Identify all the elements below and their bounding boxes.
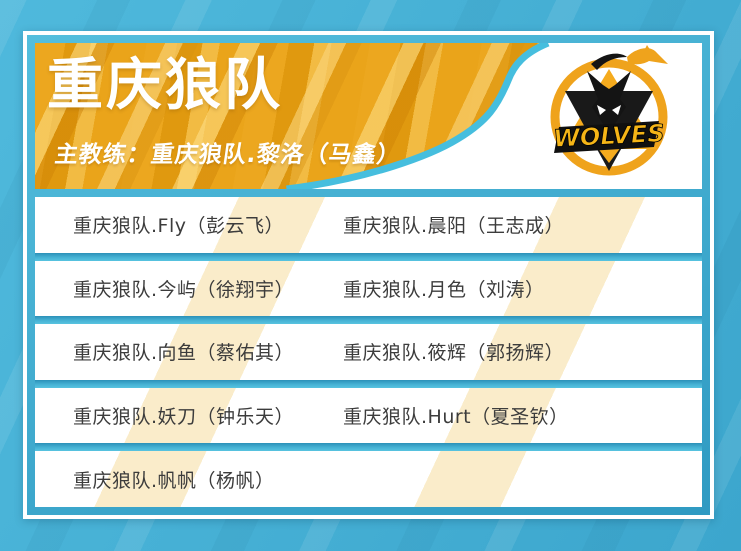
player-name: 重庆狼队.月色（刘涛） (343, 278, 545, 301)
row-separator (35, 443, 702, 452)
row-separator (35, 316, 702, 325)
player-name: 重庆狼队.筱辉（郭扬辉） (343, 342, 565, 365)
player-name: 重庆狼队.Hurt（夏圣钦） (343, 406, 569, 429)
wolves-logo-icon: WOLVES (550, 45, 668, 176)
roster-row: 重庆狼队.向鱼（蔡佑其） 重庆狼队.筱辉（郭扬辉） (35, 324, 702, 380)
header-swoosh (286, 43, 702, 189)
player-name: 重庆狼队.帆帆（杨帆） (73, 469, 275, 492)
team-header: WOLVES 重庆狼队 主教练：重庆狼队.黎洛（马鑫） (35, 43, 702, 189)
logo-banner (554, 121, 659, 153)
logo-wordmark: WOLVES (553, 119, 665, 153)
coach-line: 主教练：重庆狼队.黎洛（马鑫） (53, 142, 403, 168)
player-name: 重庆狼队.向鱼（蔡佑其） (73, 342, 295, 365)
logo-wolf-head (587, 71, 631, 133)
roster-row: 重庆狼队.今屿（徐翔宇） 重庆狼队.月色（刘涛） (35, 261, 702, 317)
roster-row: 重庆狼队.妖刀（钟乐天） 重庆狼队.Hurt（夏圣钦） (35, 388, 702, 444)
player-name: 重庆狼队.晨阳（王志成） (343, 215, 565, 238)
logo-crescent (591, 53, 627, 70)
team-roster-card: WOLVES 重庆狼队 主教练：重庆狼队.黎洛（马鑫） 重庆狼队.Fly（彭云飞… (23, 31, 714, 519)
row-separator (35, 379, 702, 388)
row-separator (35, 252, 702, 261)
roster-table: 重庆狼队.Fly（彭云飞） 重庆狼队.晨阳（王志成） 重庆狼队.今屿（徐翔宇） … (35, 197, 702, 507)
roster-row: 重庆狼队.帆帆（杨帆） (35, 451, 702, 507)
logo-wolf-flourish (627, 48, 668, 65)
team-name: 重庆狼队 (47, 53, 283, 118)
player-name: 重庆狼队.今屿（徐翔宇） (73, 278, 295, 301)
player-name: 重庆狼队.Fly（彭云飞） (73, 215, 284, 238)
roster-row: 重庆狼队.Fly（彭云飞） 重庆狼队.晨阳（王志成） (35, 197, 702, 253)
player-name: 重庆狼队.妖刀（钟乐天） (73, 406, 295, 429)
